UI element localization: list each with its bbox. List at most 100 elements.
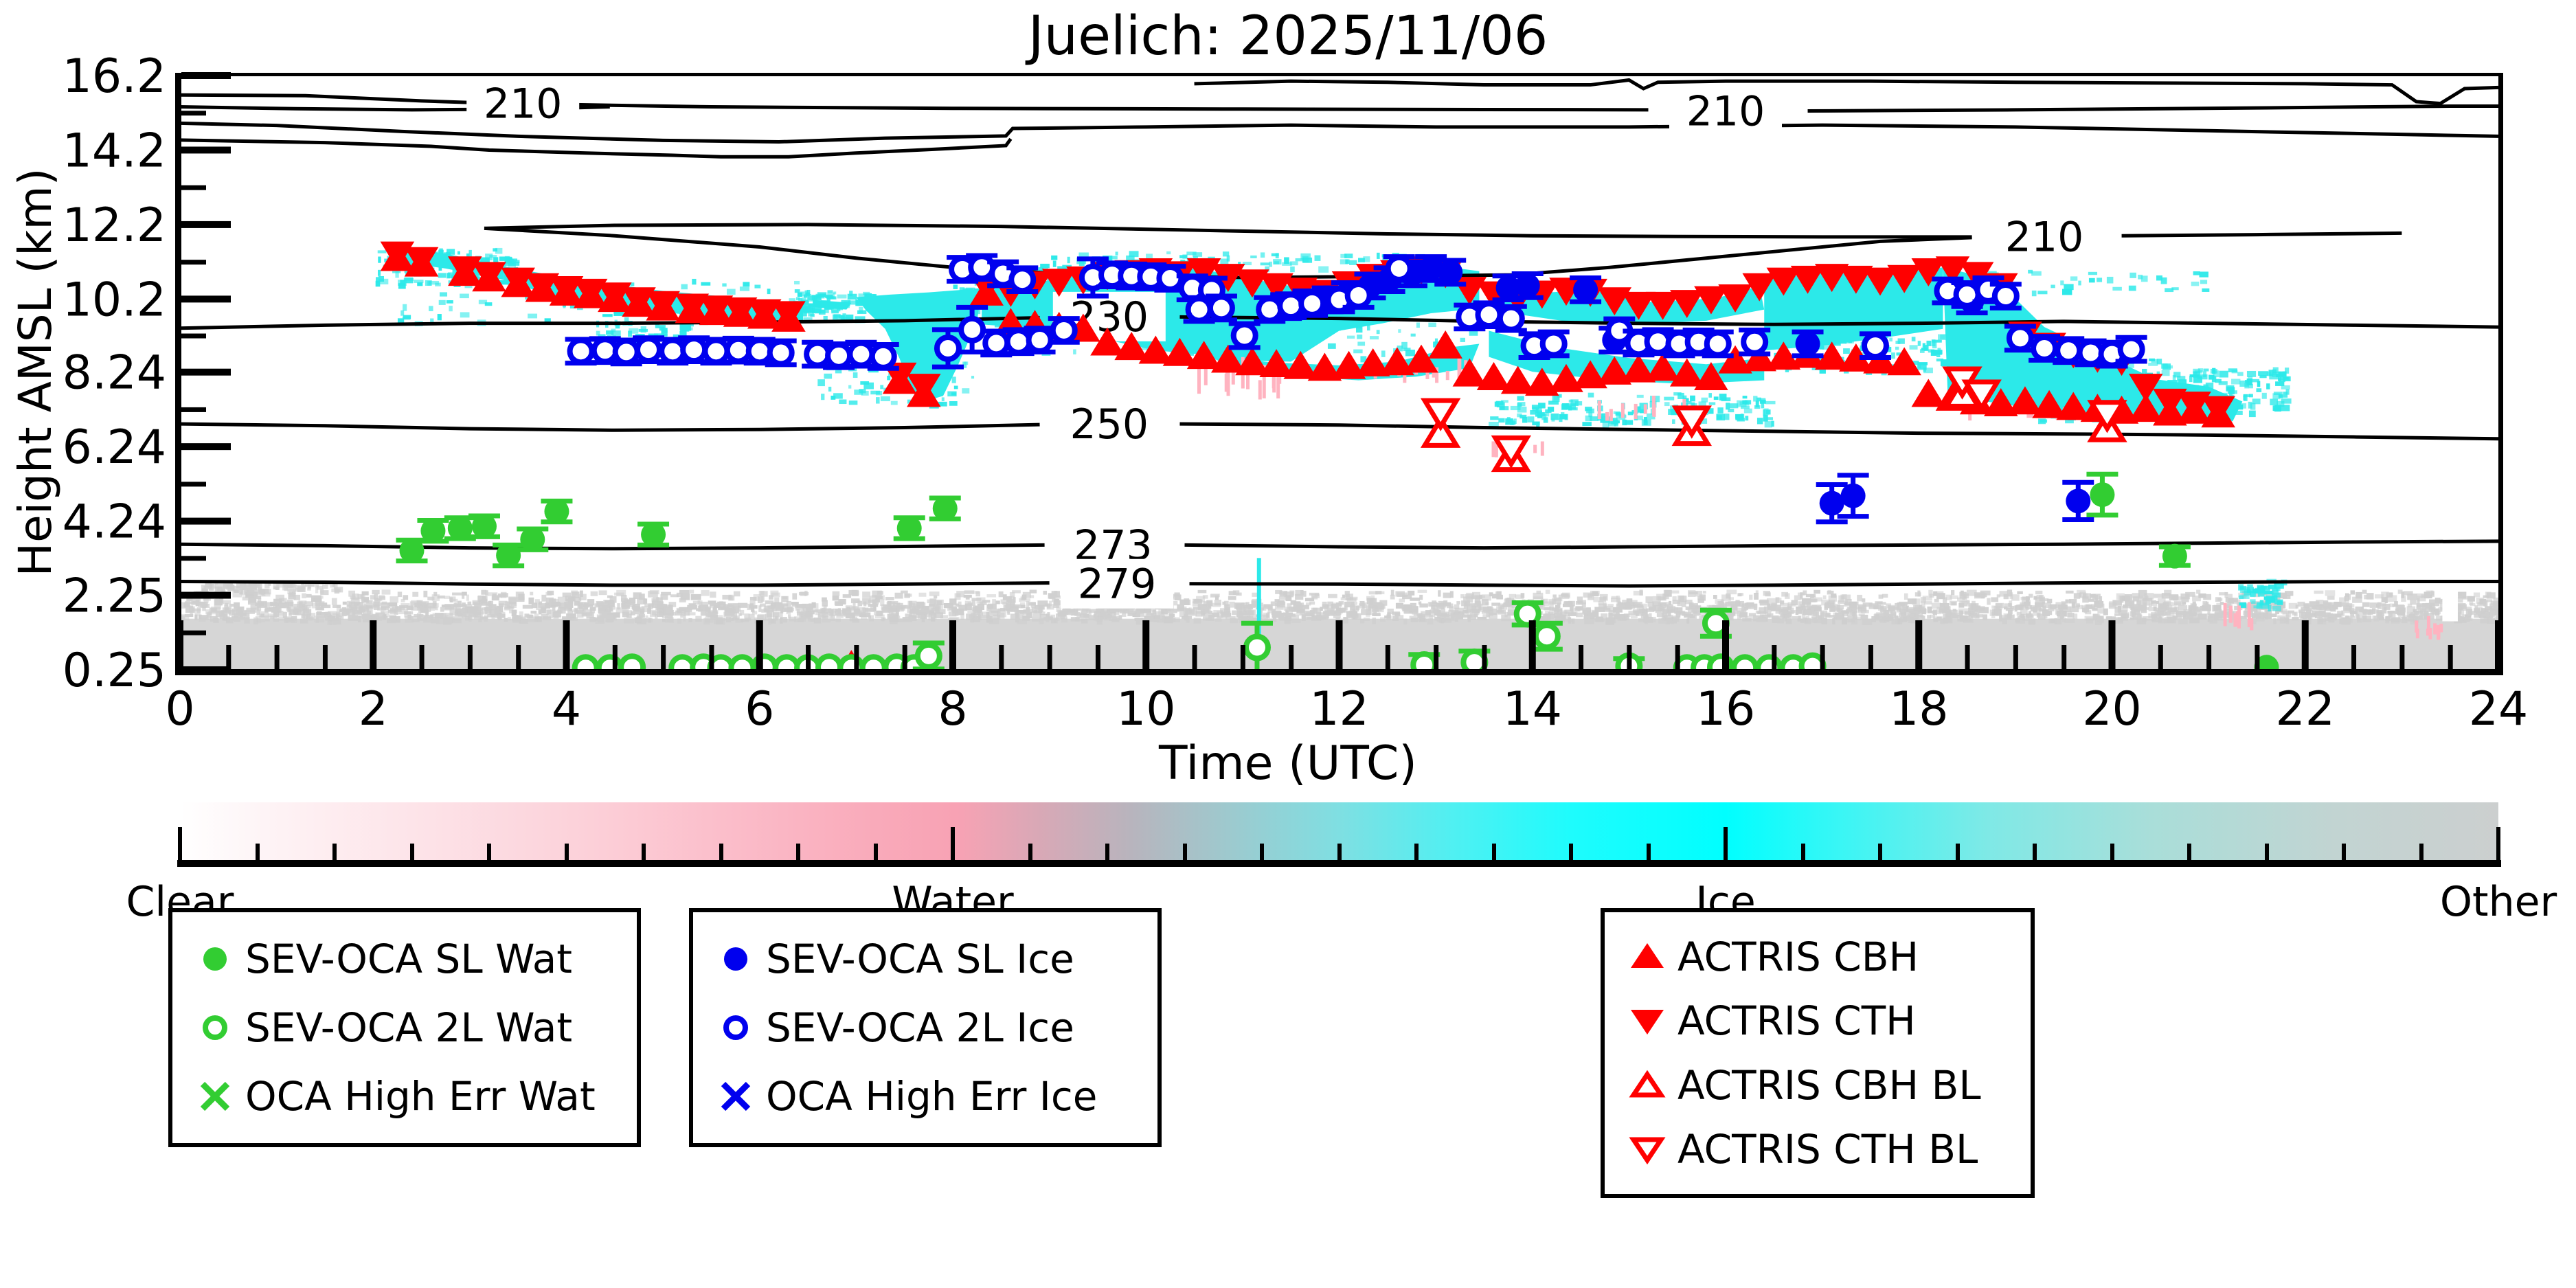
marker-sev-oca-2l-ice xyxy=(680,336,708,364)
water-streak-region xyxy=(1491,441,1544,457)
x-minor-tick xyxy=(516,645,521,670)
x-axis-spine xyxy=(175,669,2503,675)
speckle-region-gray xyxy=(181,600,2498,626)
marker-actris-cbh xyxy=(1090,327,1125,356)
marker-actris-cbh xyxy=(1283,350,1318,379)
marker-actris-cth xyxy=(699,295,734,324)
marker-sev-oca-2l-ice xyxy=(567,337,595,365)
marker-sev-oca-sl-ice xyxy=(1438,260,1463,285)
ice-cloud-patch xyxy=(1479,286,1765,325)
legend-entry-label: ACTRIS CBH xyxy=(1677,933,1919,980)
marker-actris-cbh xyxy=(1597,356,1632,385)
marker-actris-cbh xyxy=(2056,392,2091,420)
marker-actris-cbh xyxy=(1162,337,1197,366)
y-tick-label: 14.2 xyxy=(63,124,166,178)
marker-actris-cbh xyxy=(1742,343,1776,372)
marker-actris-cth-bl xyxy=(2087,400,2127,433)
legend-entry-label: SEV-OCA 2L Ice xyxy=(766,1004,1074,1051)
legend-entry-label: SEV-OCA SL Wat xyxy=(245,936,573,982)
x-minor-tick xyxy=(1482,645,1487,670)
contour-line-250 xyxy=(1179,422,2498,441)
clear-gap xyxy=(2442,582,2458,622)
marker-actris-cbh xyxy=(1911,379,1946,407)
colorbar-minor-tick xyxy=(1800,844,1805,866)
marker-actris-cth xyxy=(1887,264,1921,293)
x-minor-tick xyxy=(661,645,666,670)
marker-actris-cth xyxy=(1597,287,1632,316)
contour-line-210 xyxy=(1807,104,2498,113)
marker-actris-cbh xyxy=(1621,354,1656,383)
x-major-tick xyxy=(2108,620,2116,670)
marker-actris-cth xyxy=(501,267,535,296)
x-minor-tick xyxy=(1240,645,1245,670)
legend-tri-down-filled-icon xyxy=(1631,1010,1664,1035)
marker-sev-oca-2l-wat xyxy=(1731,654,1759,670)
legend-entry-sev-oca-sl-ice: SEV-OCA SL Ice xyxy=(700,936,1151,982)
x-minor-tick xyxy=(1047,645,1052,670)
marker-actris-cbh xyxy=(1984,388,2018,416)
marker-sev-oca-2l-ice xyxy=(1497,304,1525,332)
right-spine xyxy=(2498,73,2503,675)
x-minor-tick xyxy=(322,645,328,670)
marker-sev-oca-2l-ice xyxy=(767,339,795,367)
colorbar-major-tick xyxy=(2496,827,2500,866)
contour-label-bg xyxy=(1061,558,1174,609)
marker-actris-cbh xyxy=(2032,389,2066,418)
legend-entry-actris-cth-bl: ACTRIS CTH BL xyxy=(1612,1126,2024,1173)
legend-x-icon xyxy=(721,1081,751,1111)
x-tick-label: 0 xyxy=(165,682,194,736)
x-tick-label: 22 xyxy=(2275,682,2335,736)
marker-actris-cth xyxy=(1041,269,1076,297)
colorbar-minor-tick xyxy=(487,844,491,866)
series-sev-oca-sl-wat xyxy=(396,471,2279,670)
marker-sev-oca-2l-wat xyxy=(618,653,646,670)
marker-actris-cth-bl xyxy=(1961,379,2002,413)
x-major-tick xyxy=(1722,620,1729,670)
x-major-tick xyxy=(177,620,183,670)
water-streak-region xyxy=(2223,602,2254,631)
marker-sev-oca-2l-ice xyxy=(702,337,730,365)
colorbar-minor-tick xyxy=(1337,844,1342,866)
marker-sev-oca-2l-ice xyxy=(1026,326,1054,354)
x-major-tick xyxy=(1915,620,1923,670)
marker-actris-cth xyxy=(907,374,941,403)
x-tick-label: 20 xyxy=(2082,682,2142,736)
legend-entry-actris-cbh: ACTRIS CBH xyxy=(1612,934,2024,980)
x-tick-label: 14 xyxy=(1502,682,1562,736)
speckle-region-cyan xyxy=(2238,578,2287,612)
marker-actris-cbh xyxy=(1114,332,1149,361)
colorbar-minor-tick xyxy=(255,844,260,866)
colorbar-minor-tick xyxy=(1105,844,1109,866)
marker-sev-oca-2l-ice xyxy=(635,336,663,364)
contour-line-230 xyxy=(180,316,1040,330)
marker-sev-oca-2l-ice xyxy=(1861,332,1889,360)
marker-actris-cth xyxy=(1186,258,1221,286)
marker-sev-oca-2l-wat xyxy=(572,654,600,670)
marker-actris-cth xyxy=(1694,286,1728,315)
marker-actris-cbh xyxy=(1404,344,1438,373)
x-minor-tick xyxy=(2158,645,2163,670)
marker-actris-cth xyxy=(1814,264,1849,293)
colorbar-minor-tick xyxy=(564,844,569,866)
y-tick-label: 16.2 xyxy=(63,49,166,104)
y-major-tick xyxy=(181,146,231,154)
contour-label-bg xyxy=(466,78,580,128)
contour-line-210 xyxy=(180,137,1013,159)
marker-sev-oca-sl-ice xyxy=(1795,331,1820,357)
y-major-tick xyxy=(181,443,231,451)
marker-actris-cbh xyxy=(1380,347,1414,376)
marker-actris-cbh xyxy=(1645,352,1680,381)
x-minor-tick xyxy=(226,645,231,670)
x-major-tick xyxy=(2495,620,2502,670)
legend-entry-label: SEV-OCA SL Ice xyxy=(766,936,1074,982)
marker-sev-oca-2l-wat xyxy=(1533,622,1561,651)
x-tick-label: 10 xyxy=(1116,682,1176,736)
x-minor-tick xyxy=(467,645,473,670)
series-sev-oca-2l-ice xyxy=(565,253,2147,371)
x-minor-tick xyxy=(1579,645,1584,670)
marker-sev-oca-sl-wat xyxy=(2254,655,2279,670)
water-streak-region xyxy=(2415,615,2443,640)
x-minor-tick xyxy=(2206,645,2212,670)
